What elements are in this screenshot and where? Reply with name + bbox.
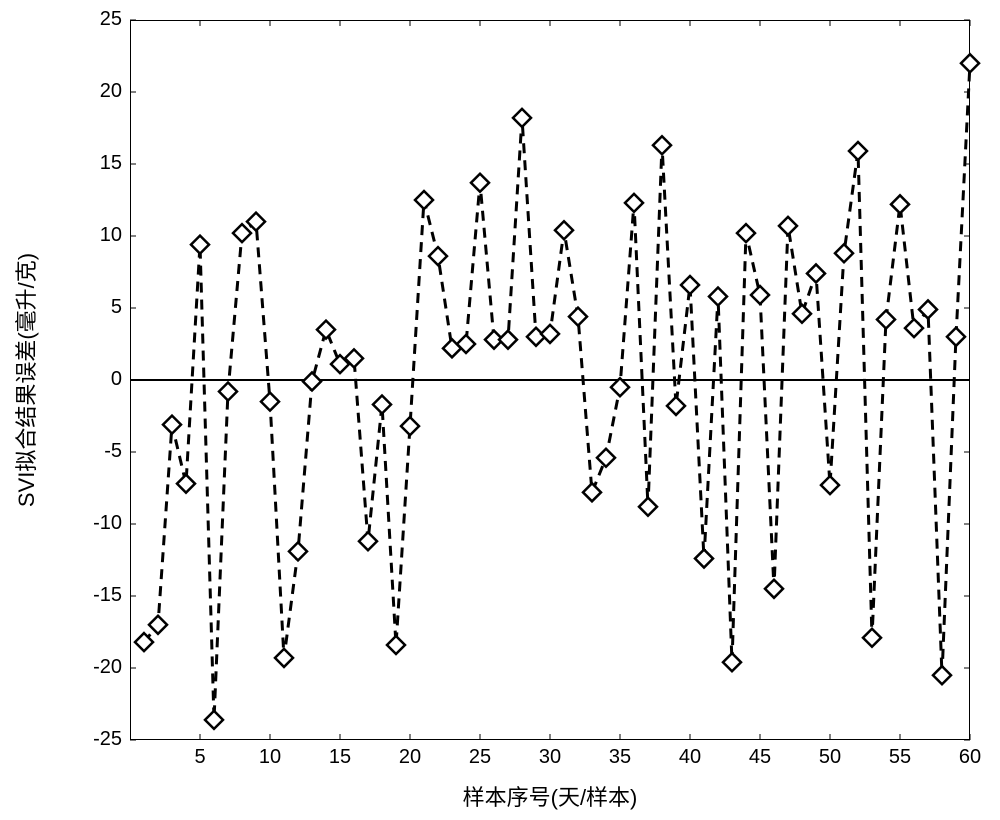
data-marker — [863, 629, 881, 647]
x-tick-label: 30 — [539, 746, 561, 769]
data-marker — [821, 476, 839, 494]
y-tick-label: 0 — [111, 368, 122, 391]
data-marker — [247, 213, 265, 231]
data-marker — [667, 397, 685, 415]
data-marker — [569, 308, 587, 326]
data-marker — [597, 449, 615, 467]
data-marker — [261, 393, 279, 411]
x-tick-label: 50 — [819, 746, 841, 769]
y-tick-label: 10 — [100, 224, 122, 247]
y-tick-label: -15 — [93, 584, 122, 607]
x-tick-label: 45 — [749, 746, 771, 769]
data-marker — [947, 328, 965, 346]
data-marker — [415, 191, 433, 209]
data-marker — [233, 224, 251, 242]
data-marker — [877, 311, 895, 329]
data-marker — [555, 221, 573, 239]
x-axis-label: 样本序号(天/样本) — [463, 780, 638, 812]
data-marker — [513, 109, 531, 127]
y-tick-label: 20 — [100, 80, 122, 103]
data-marker — [793, 305, 811, 323]
data-marker — [205, 711, 223, 729]
data-marker — [219, 383, 237, 401]
y-tick-label: -20 — [93, 656, 122, 679]
x-tick-label: 60 — [959, 746, 981, 769]
x-tick-label: 5 — [194, 746, 205, 769]
data-marker — [387, 636, 405, 654]
x-tick-label: 40 — [679, 746, 701, 769]
data-marker — [653, 136, 671, 154]
data-marker — [149, 616, 167, 634]
data-marker — [499, 331, 517, 349]
data-marker — [709, 287, 727, 305]
data-marker — [471, 174, 489, 192]
data-marker — [681, 276, 699, 294]
data-marker — [639, 498, 657, 516]
x-tick-label: 15 — [329, 746, 351, 769]
data-marker — [625, 194, 643, 212]
data-marker — [723, 653, 741, 671]
data-marker — [177, 475, 195, 493]
data-marker — [303, 372, 321, 390]
data-marker — [961, 54, 979, 72]
data-line — [144, 63, 970, 720]
data-marker — [737, 224, 755, 242]
data-marker — [275, 649, 293, 667]
plot-svg — [0, 0, 1000, 820]
data-marker — [289, 542, 307, 560]
chart-container: SVI拟合结果误差(毫升/克) 样本序号(天/样本) -25 -20 -15 -10 -… — [0, 0, 1000, 820]
data-marker — [779, 217, 797, 235]
y-tick-label: 15 — [100, 152, 122, 175]
data-marker — [191, 236, 209, 254]
x-tick-label: 35 — [609, 746, 631, 769]
data-marker — [849, 142, 867, 160]
data-marker — [807, 264, 825, 282]
data-marker — [751, 286, 769, 304]
y-tick-label: 5 — [111, 296, 122, 319]
y-tick-label: -25 — [93, 728, 122, 751]
data-marker — [905, 319, 923, 337]
y-tick-label: -5 — [104, 440, 122, 463]
data-marker — [373, 395, 391, 413]
data-marker — [891, 195, 909, 213]
data-marker — [317, 321, 335, 339]
data-marker — [695, 550, 713, 568]
data-marker — [919, 300, 937, 318]
x-tick-label: 55 — [889, 746, 911, 769]
x-tick-label: 20 — [399, 746, 421, 769]
y-axis-label: SVI拟合结果误差(毫升/克) — [9, 253, 41, 507]
data-marker — [541, 325, 559, 343]
y-tick-label: -10 — [93, 512, 122, 535]
x-tick-label: 25 — [469, 746, 491, 769]
data-marker — [429, 247, 447, 265]
x-tick-label: 10 — [259, 746, 281, 769]
data-marker — [933, 666, 951, 684]
data-marker — [359, 532, 377, 550]
data-marker — [765, 580, 783, 598]
data-marker — [835, 244, 853, 262]
data-marker — [583, 483, 601, 501]
data-marker — [163, 416, 181, 434]
y-tick-label: 25 — [100, 8, 122, 31]
data-marker — [401, 417, 419, 435]
